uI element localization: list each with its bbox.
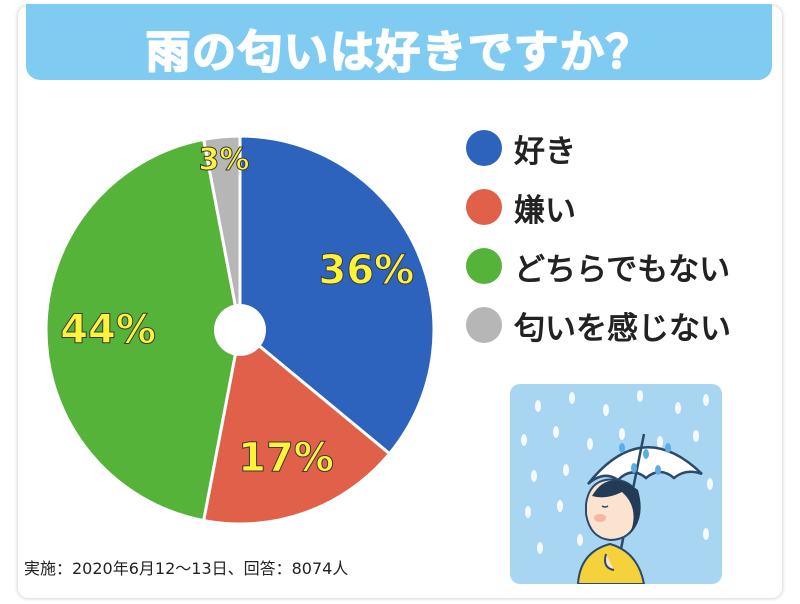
raindrops — [521, 390, 713, 554]
rain-umbrella-illustration — [510, 384, 722, 584]
pie-label-like: 36% — [319, 248, 415, 294]
title-banner: 雨の匂いは好きですか？ — [26, 4, 772, 80]
legend-item-dislike: 嫌い — [466, 189, 731, 229]
legend-swatch-no-smell — [466, 307, 502, 343]
person-icon — [576, 478, 646, 584]
legend: 好き 嫌い どちらでもない 匂いを感じない — [466, 130, 731, 366]
survey-footnote: 実施：2020年6月12〜13日、回答：8074人 — [24, 559, 349, 578]
legend-label-dislike: 嫌い — [514, 192, 576, 229]
legend-label-like: 好き — [514, 133, 576, 170]
pie-label-no-smell: 3% — [198, 143, 249, 178]
chart-title: 雨の匂いは好きですか？ — [145, 26, 652, 79]
legend-label-no-smell: 匂いを感じない — [514, 310, 731, 347]
pie-slice-like — [238, 134, 436, 456]
pie-slice-dislike — [201, 327, 392, 526]
legend-item-neither: どちらでもない — [466, 248, 731, 288]
legend-label-neither: どちらでもない — [514, 251, 731, 288]
pie-center-hole — [214, 304, 266, 356]
legend-swatch-like — [466, 130, 502, 166]
legend-swatch-neither — [466, 248, 502, 284]
legend-item-no-smell: 匂いを感じない — [466, 307, 731, 347]
legend-swatch-dislike — [466, 189, 502, 225]
pie-slice-neither — [44, 137, 242, 523]
legend-item-like: 好き — [466, 130, 731, 170]
pie-label-dislike: 17% — [238, 435, 334, 481]
pie-slice-no-smell — [201, 134, 242, 331]
pie-label-neither: 44% — [60, 307, 156, 353]
